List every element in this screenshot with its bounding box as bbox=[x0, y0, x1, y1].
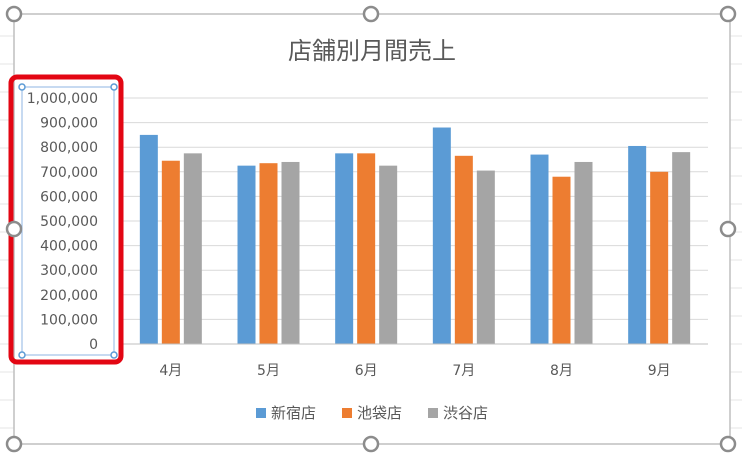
y-tick-label: 0 bbox=[89, 337, 98, 353]
bar-0-1[interactable] bbox=[161, 160, 180, 344]
y-gridlines bbox=[122, 97, 708, 320]
bar-5-0[interactable] bbox=[628, 145, 647, 344]
bar-2-2[interactable] bbox=[379, 165, 398, 344]
bar-5-1[interactable] bbox=[650, 171, 669, 344]
x-tick-label: 9月 bbox=[648, 363, 671, 379]
axis-selection-highlight bbox=[8, 74, 124, 365]
chart-title[interactable]: 店舗別月間売上 bbox=[288, 37, 456, 65]
resize-handle-bottom-center[interactable] bbox=[362, 435, 380, 453]
y-tick-label: 900,000 bbox=[40, 116, 98, 132]
x-tick-label: 8月 bbox=[550, 363, 573, 379]
bar-1-2[interactable] bbox=[281, 161, 300, 344]
resize-handle-top-center[interactable] bbox=[362, 5, 380, 23]
bar-0-2[interactable] bbox=[183, 153, 202, 344]
resize-handle-middle-left[interactable] bbox=[5, 220, 23, 238]
axis-selection[interactable] bbox=[8, 74, 124, 365]
y-tick-label: 200,000 bbox=[40, 288, 98, 304]
bar-3-2[interactable] bbox=[476, 170, 495, 344]
chart-resize-handles[interactable] bbox=[5, 5, 737, 453]
axis-handle-bottom-left[interactable] bbox=[18, 351, 26, 359]
bar-4-0[interactable] bbox=[530, 154, 549, 344]
y-tick-label: 1,000,000 bbox=[27, 91, 98, 107]
bar-4-1[interactable] bbox=[552, 176, 571, 344]
y-tick-label: 500,000 bbox=[40, 214, 98, 230]
bar-5-2[interactable] bbox=[672, 152, 691, 344]
bar-2-0[interactable] bbox=[335, 153, 354, 344]
legend-label[interactable]: 新宿店 bbox=[271, 404, 316, 422]
bar-series[interactable] bbox=[139, 127, 691, 345]
resize-handle-top-left[interactable] bbox=[5, 5, 23, 23]
y-tick-label: 800,000 bbox=[40, 140, 98, 156]
x-tick-label: 6月 bbox=[355, 363, 378, 379]
y-tick-label: 400,000 bbox=[40, 239, 98, 255]
x-tick-label: 5月 bbox=[257, 363, 280, 379]
bar-0-0[interactable] bbox=[139, 134, 158, 344]
x-tick-label: 7月 bbox=[452, 363, 475, 379]
legend[interactable]: 新宿店 池袋店 渋谷店 bbox=[256, 404, 488, 422]
bar-3-0[interactable] bbox=[432, 127, 451, 345]
legend-label[interactable]: 渋谷店 bbox=[443, 404, 488, 422]
y-tick-label: 700,000 bbox=[40, 165, 98, 181]
y-tick-label: 300,000 bbox=[40, 263, 98, 279]
x-tick-label: 4月 bbox=[159, 363, 182, 379]
bar-4-2[interactable] bbox=[574, 161, 593, 344]
axis-handle-top-left[interactable] bbox=[18, 83, 26, 91]
resize-handle-top-right[interactable] bbox=[719, 5, 737, 23]
legend-label[interactable]: 池袋店 bbox=[357, 404, 402, 422]
bar-1-1[interactable] bbox=[259, 163, 278, 344]
bar-1-0[interactable] bbox=[237, 165, 256, 344]
legend-swatch bbox=[342, 408, 352, 418]
legend-swatch bbox=[428, 408, 438, 418]
legend-swatch bbox=[256, 408, 266, 418]
resize-handle-bottom-right[interactable] bbox=[719, 435, 737, 453]
y-axis-tick-labels[interactable]: 0 100,000 200,000 300,000 400,000 500,000 600,… bbox=[27, 91, 98, 353]
axis-handle-bottom-right[interactable] bbox=[110, 351, 118, 359]
bar-2-1[interactable] bbox=[357, 153, 376, 344]
y-tick-label: 600,000 bbox=[40, 189, 98, 205]
x-axis-tick-labels[interactable]: 4月 5月 6月 7月 8月 9月 bbox=[159, 363, 670, 379]
resize-handle-bottom-left[interactable] bbox=[5, 435, 23, 453]
resize-handle-middle-right[interactable] bbox=[719, 220, 737, 238]
bar-3-1[interactable] bbox=[454, 155, 473, 344]
axis-handle-top-right[interactable] bbox=[110, 83, 118, 91]
axis-selection-box bbox=[21, 86, 115, 356]
y-tick-label: 100,000 bbox=[40, 312, 98, 328]
